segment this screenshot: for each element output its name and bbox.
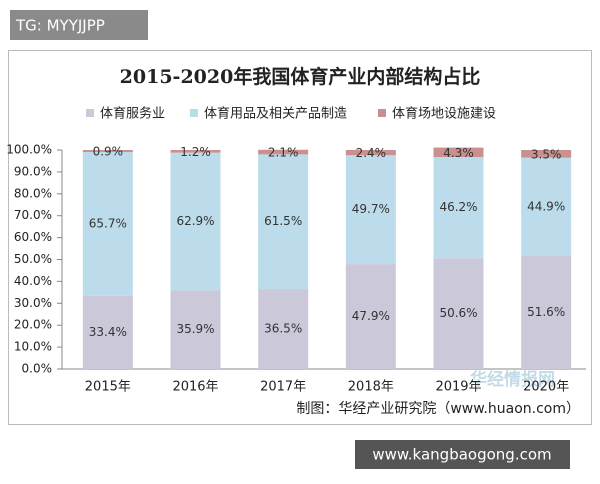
- data-label: 36.5%: [264, 322, 302, 336]
- y-tick-label: 30.0%: [14, 296, 52, 310]
- legend-label: 体育服务业: [100, 106, 165, 122]
- y-tick-label: 100.0%: [6, 143, 52, 157]
- data-label: 47.9%: [352, 309, 390, 323]
- data-label: 2.1%: [268, 146, 299, 160]
- bar-segment: [345, 264, 396, 369]
- chart-title: 2015-2020年我国体育产业内部结构占比: [120, 65, 481, 88]
- legend-swatch: [190, 109, 198, 117]
- footer-watermark: www.kangbaogong.com: [372, 446, 551, 464]
- bar-segment: [82, 150, 133, 152]
- y-tick-label: 20.0%: [14, 318, 52, 332]
- tag-text: TG: MYYJJPP: [15, 17, 105, 35]
- bar-segment: [433, 157, 484, 259]
- data-label: 62.9%: [176, 214, 214, 228]
- data-label: 65.7%: [89, 216, 127, 230]
- data-label: 1.2%: [180, 145, 211, 159]
- data-label: 50.6%: [439, 306, 477, 320]
- x-tick-label: 2019年: [435, 380, 481, 395]
- bar-segment: [433, 147, 484, 158]
- legend-swatch: [86, 109, 94, 117]
- y-tick-label: 70.0%: [14, 208, 52, 222]
- bar-segment: [258, 289, 309, 369]
- footer-box: [355, 440, 570, 469]
- y-tick-label: 80.0%: [14, 186, 52, 200]
- bar-segment: [521, 157, 572, 256]
- bar-segment: [345, 150, 396, 156]
- bar-segment: [170, 290, 221, 369]
- bar-segment: [82, 295, 133, 369]
- y-tick-label: 50.0%: [14, 252, 52, 266]
- y-tick-label: 90.0%: [14, 164, 52, 178]
- data-label: 44.9%: [527, 199, 565, 213]
- y-tick-label: 10.0%: [14, 340, 52, 354]
- bar-segment: [170, 150, 221, 153]
- bar-segment: [433, 258, 484, 369]
- tag-box: [10, 10, 148, 40]
- bar-segment: [82, 151, 133, 296]
- y-tick-label: 40.0%: [14, 274, 52, 288]
- legend-label: 体育用品及相关产品制造: [204, 106, 347, 122]
- bar-segment: [170, 152, 221, 291]
- bar-segment: [521, 255, 572, 369]
- data-label: 51.6%: [527, 305, 565, 319]
- data-label: 3.5%: [531, 147, 562, 161]
- data-label: 61.5%: [264, 214, 302, 228]
- x-tick-label: 2017年: [260, 380, 306, 395]
- x-tick-label: 2020年: [523, 380, 569, 395]
- data-label: 0.9%: [93, 144, 124, 158]
- chart-frame: [8, 50, 592, 425]
- bar-segment: [345, 155, 396, 265]
- x-tick-label: 2016年: [172, 380, 218, 395]
- data-label: 46.2%: [439, 200, 477, 214]
- bar-segment: [258, 149, 309, 155]
- bar-segment: [258, 154, 309, 290]
- y-tick-label: 60.0%: [14, 230, 52, 244]
- x-tick-label: 2018年: [348, 380, 394, 395]
- data-label: 35.9%: [176, 322, 214, 336]
- watermark: 华经情报网: [470, 369, 555, 390]
- data-label: 4.3%: [443, 146, 474, 160]
- x-tick-label: 2015年: [85, 380, 131, 395]
- legend-swatch: [378, 109, 386, 117]
- data-label: 33.4%: [89, 325, 127, 339]
- data-label: 2.4%: [356, 146, 387, 160]
- source: 制图：华经产业研究院（www.huaon.com）: [296, 401, 580, 417]
- data-label: 49.7%: [352, 202, 390, 216]
- y-tick-label: 0.0%: [22, 362, 53, 376]
- legend-label: 体育场地设施建设: [392, 106, 496, 122]
- bar-segment: [521, 150, 572, 158]
